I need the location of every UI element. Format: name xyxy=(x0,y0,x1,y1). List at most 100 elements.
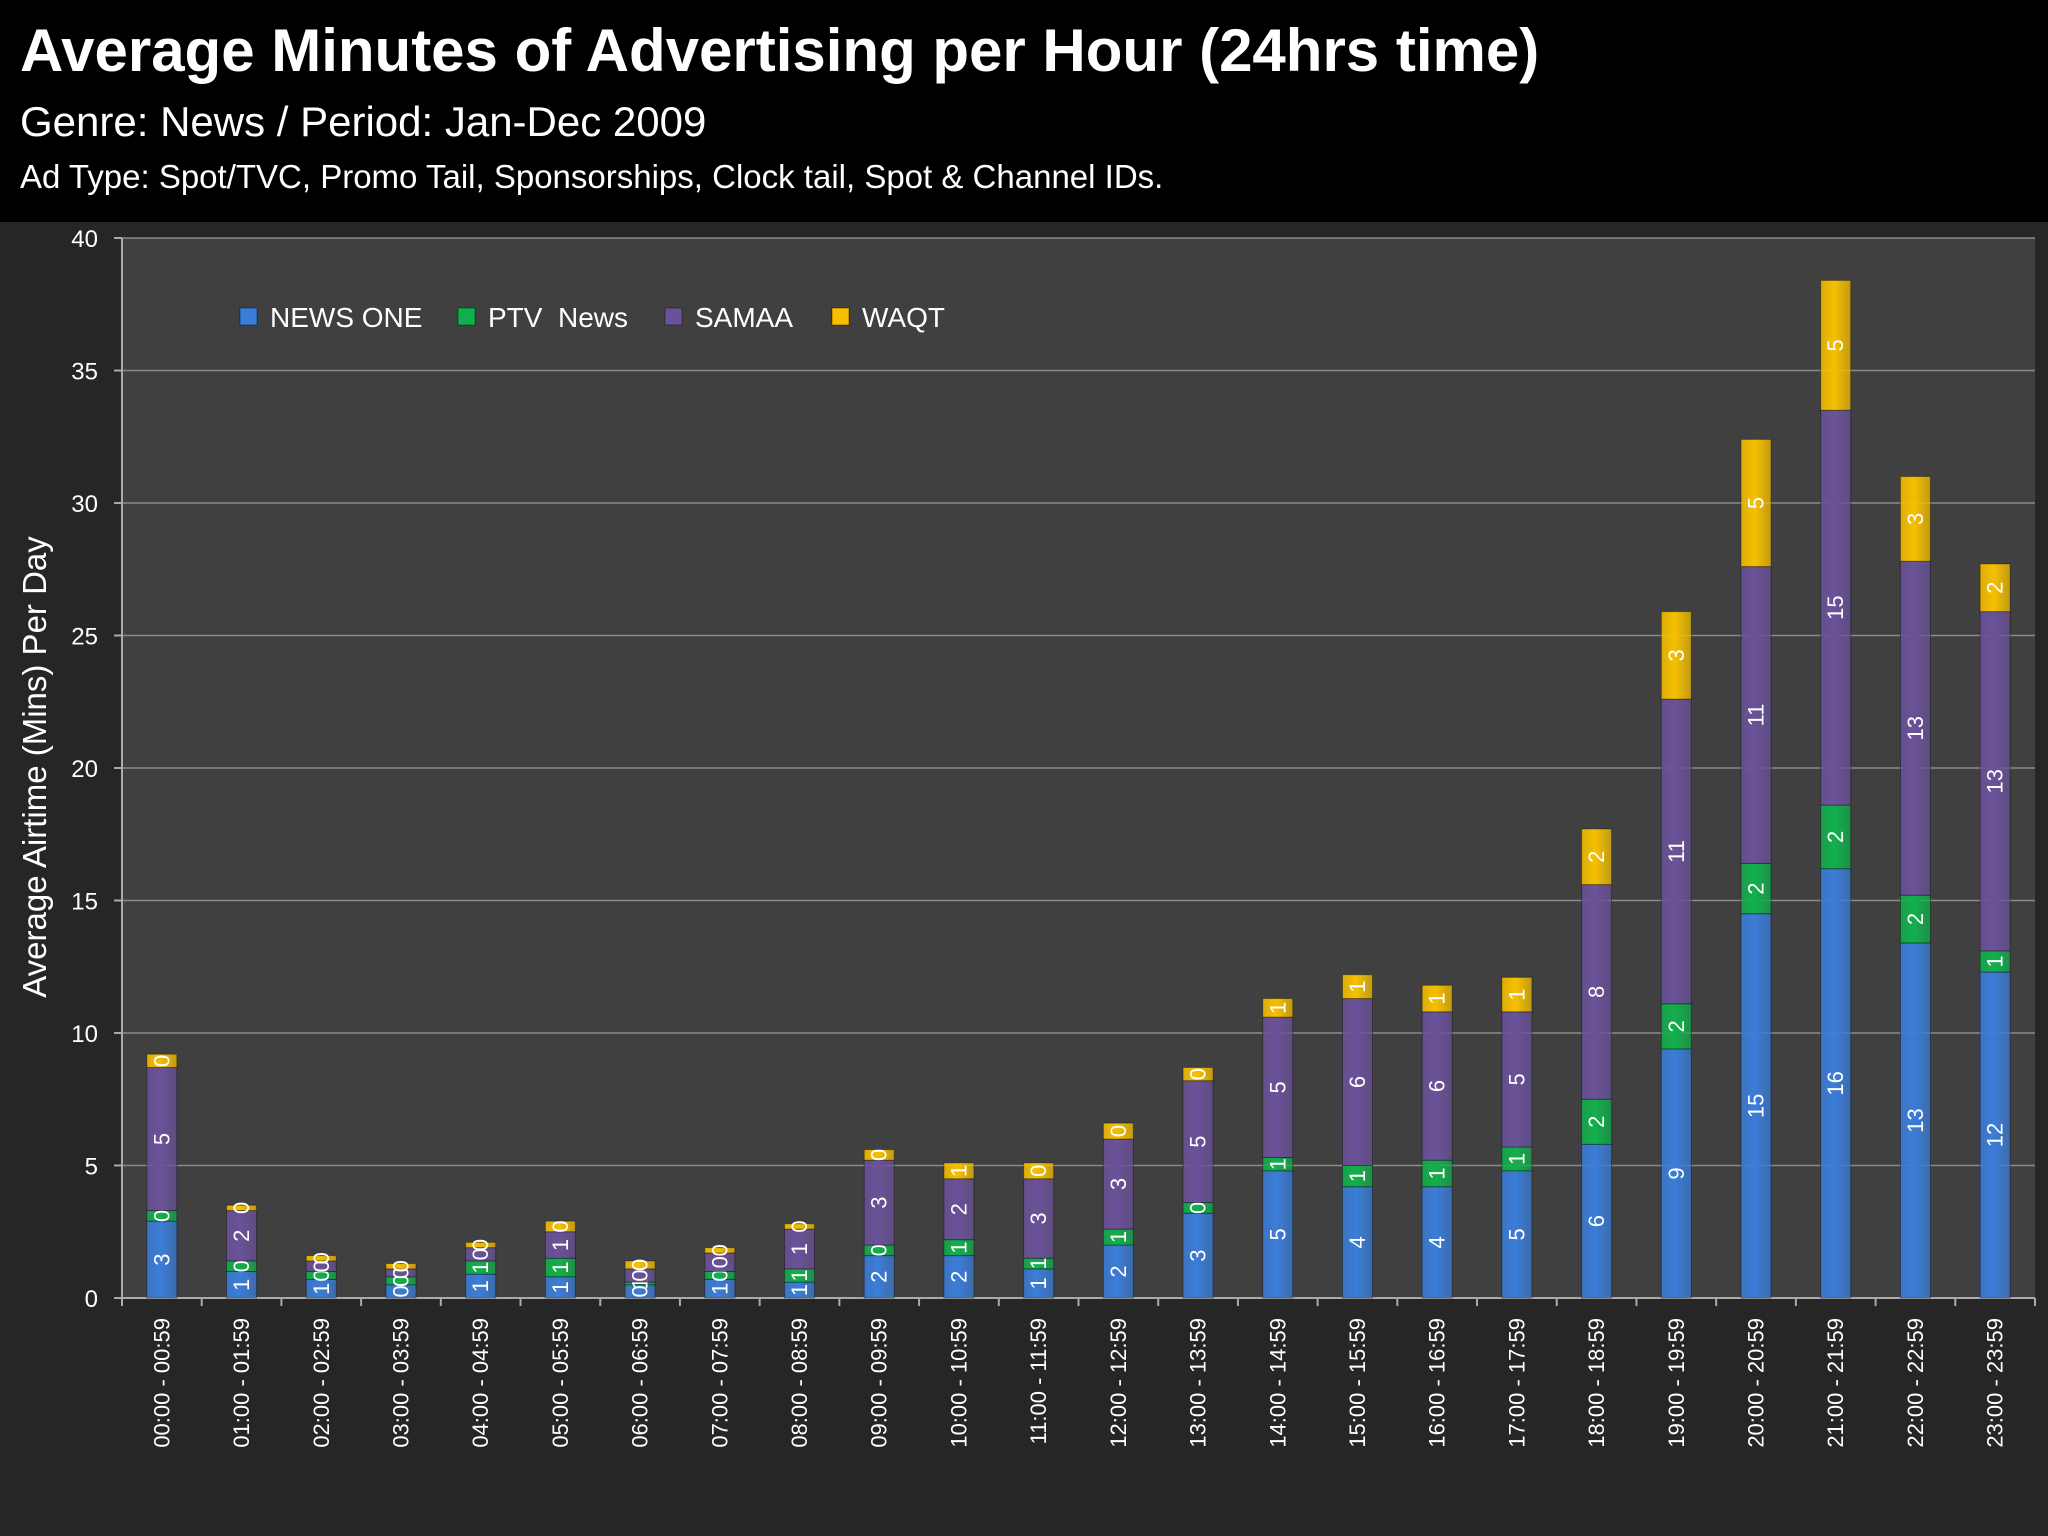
data-label-samaa: 11 xyxy=(1664,840,1689,863)
legend-label-news-one: NEWS ONE xyxy=(270,302,422,333)
data-label-news-one: 1 xyxy=(787,1284,812,1296)
data-label-waqt: 0 xyxy=(468,1239,493,1251)
x-tick-label: 18:00 - 18:59 xyxy=(1584,1318,1609,1448)
data-label-samaa: 0 xyxy=(707,1256,732,1268)
data-label-waqt: 0 xyxy=(548,1220,573,1232)
bar-stack: 4 1 6 1 xyxy=(1341,974,1373,1299)
data-label-ptv-news: 0 xyxy=(388,1275,413,1287)
legend: NEWS ONE PTV News SAMAA WAQT xyxy=(239,302,945,333)
bar-stack: 3 0 5 0 xyxy=(1182,1066,1214,1299)
data-label-ptv-news: 1 xyxy=(787,1269,812,1281)
bar-waqt xyxy=(1102,1122,1134,1140)
data-label-waqt: 1 xyxy=(1504,988,1529,1000)
data-label-waqt: 3 xyxy=(1664,649,1689,661)
data-label-ptv-news: 1 xyxy=(468,1261,493,1273)
ad-type-caption: Ad Type: Spot/TVC, Promo Tail, Sponsorsh… xyxy=(20,158,1164,195)
data-label-samaa: 5 xyxy=(1504,1073,1529,1085)
data-label-news-one: 4 xyxy=(1345,1236,1370,1248)
bar-stack: 9 2 11 3 xyxy=(1660,611,1692,1299)
y-tick-label: 40 xyxy=(71,226,98,253)
bar-waqt xyxy=(1182,1066,1214,1082)
bar-waqt xyxy=(624,1260,656,1270)
data-label-waqt: 0 xyxy=(867,1149,892,1161)
data-label-news-one: 13 xyxy=(1903,1108,1928,1132)
data-label-ptv-news: 1 xyxy=(1425,1167,1450,1179)
data-label-waqt: 2 xyxy=(1584,851,1609,863)
bar-samaa xyxy=(1501,1011,1533,1148)
bar-waqt xyxy=(1660,611,1692,700)
data-label-news-one: 1 xyxy=(707,1283,732,1295)
bar-waqt xyxy=(385,1263,417,1270)
x-tick-labels: 00:00 - 00:59 01:00 - 01:59 02:00 - 02:59 0… xyxy=(149,1318,2007,1448)
x-tick-label: 15:00 - 15:59 xyxy=(1345,1318,1370,1448)
y-tick-labels: 0 5 10 15 20 25 30 35 40 xyxy=(71,226,98,1313)
data-label-ptv-news: 0 xyxy=(149,1210,174,1222)
y-tick-label: 35 xyxy=(71,359,98,386)
axes xyxy=(121,238,2036,1306)
bar-ptv-news xyxy=(1581,1098,1613,1145)
bar-waqt xyxy=(1740,438,1772,568)
bar-news-one xyxy=(1740,913,1772,1299)
x-tick-label: 16:00 - 16:59 xyxy=(1425,1318,1450,1448)
bar-waqt xyxy=(544,1220,576,1233)
x-tick-label: 02:00 - 02:59 xyxy=(309,1318,334,1448)
data-label-news-one: 1 xyxy=(1026,1277,1051,1289)
data-label-samaa: 6 xyxy=(1425,1080,1450,1092)
data-label-samaa: 3 xyxy=(867,1196,892,1208)
bar-samaa xyxy=(784,1228,816,1270)
data-label-ptv-news: 0 xyxy=(867,1244,892,1256)
data-label-samaa: 0 xyxy=(388,1267,413,1279)
y-tick-label: 30 xyxy=(71,491,98,518)
data-label-samaa: 13 xyxy=(1903,716,1928,740)
bar-samaa xyxy=(1341,998,1373,1166)
bar-waqt xyxy=(1262,998,1294,1018)
y-tick-label: 5 xyxy=(85,1154,98,1181)
data-label-news-one: 0 xyxy=(628,1285,653,1297)
data-label-waqt: 0 xyxy=(229,1202,254,1214)
data-label-samaa: 1 xyxy=(787,1243,812,1255)
data-label-ptv-news: 0 xyxy=(1186,1202,1211,1214)
legend-label-waqt: WAQT xyxy=(862,302,945,333)
bar-waqt xyxy=(465,1241,497,1249)
x-tick-label: 23:00 - 23:59 xyxy=(1983,1318,2008,1448)
bar-waqt xyxy=(305,1255,337,1262)
x-tick-label: 11:00 - 11:59 xyxy=(1026,1318,1051,1444)
y-tick-label: 20 xyxy=(71,756,98,783)
bar-samaa xyxy=(1820,409,1852,806)
x-tick-label: 22:00 - 22:59 xyxy=(1903,1318,1928,1448)
bar-samaa xyxy=(1023,1178,1055,1259)
data-label-ptv-news: 1 xyxy=(1265,1158,1290,1170)
data-label-samaa: 2 xyxy=(229,1230,254,1242)
data-label-news-one: 3 xyxy=(1186,1249,1211,1261)
x-tick-label: 09:00 - 09:59 xyxy=(867,1318,892,1448)
bar-waqt xyxy=(1820,279,1852,411)
x-tick-label: 00:00 - 00:59 xyxy=(149,1318,174,1448)
data-label-ptv-news: 1 xyxy=(946,1242,971,1254)
page-title: Average Minutes of Advertising per Hour … xyxy=(20,17,1540,84)
bar-stack: 1 0 2 0 xyxy=(226,1202,258,1299)
data-label-news-one: 1 xyxy=(548,1281,573,1293)
x-tick-label: 07:00 - 07:59 xyxy=(707,1318,732,1448)
data-label-ptv-news: 2 xyxy=(1903,913,1928,925)
bar-samaa xyxy=(1740,566,1772,864)
bars-group: 3050102010000000110011100100100011102030… xyxy=(146,279,2011,1299)
bar-stack: 12 1 13 2 xyxy=(1979,563,2011,1299)
bar-samaa xyxy=(1262,1016,1294,1159)
data-label-ptv-news: 1 xyxy=(1983,955,2008,967)
data-label-news-one: 9 xyxy=(1664,1167,1689,1179)
data-label-ptv-news: 1 xyxy=(1504,1153,1529,1165)
bar-news-one xyxy=(1421,1186,1453,1299)
data-label-waqt: 0 xyxy=(309,1252,334,1264)
data-label-news-one: 5 xyxy=(1265,1228,1290,1240)
bar-news-one xyxy=(146,1220,178,1299)
bar-stack: 1 1 1 0 xyxy=(784,1220,816,1299)
bar-news-one xyxy=(1501,1170,1533,1299)
bar-stack: 5 1 5 1 xyxy=(1262,998,1294,1299)
data-label-samaa: 5 xyxy=(1186,1136,1211,1148)
data-label-samaa: 11 xyxy=(1744,704,1769,727)
bar-ptv-news xyxy=(1660,1003,1692,1050)
